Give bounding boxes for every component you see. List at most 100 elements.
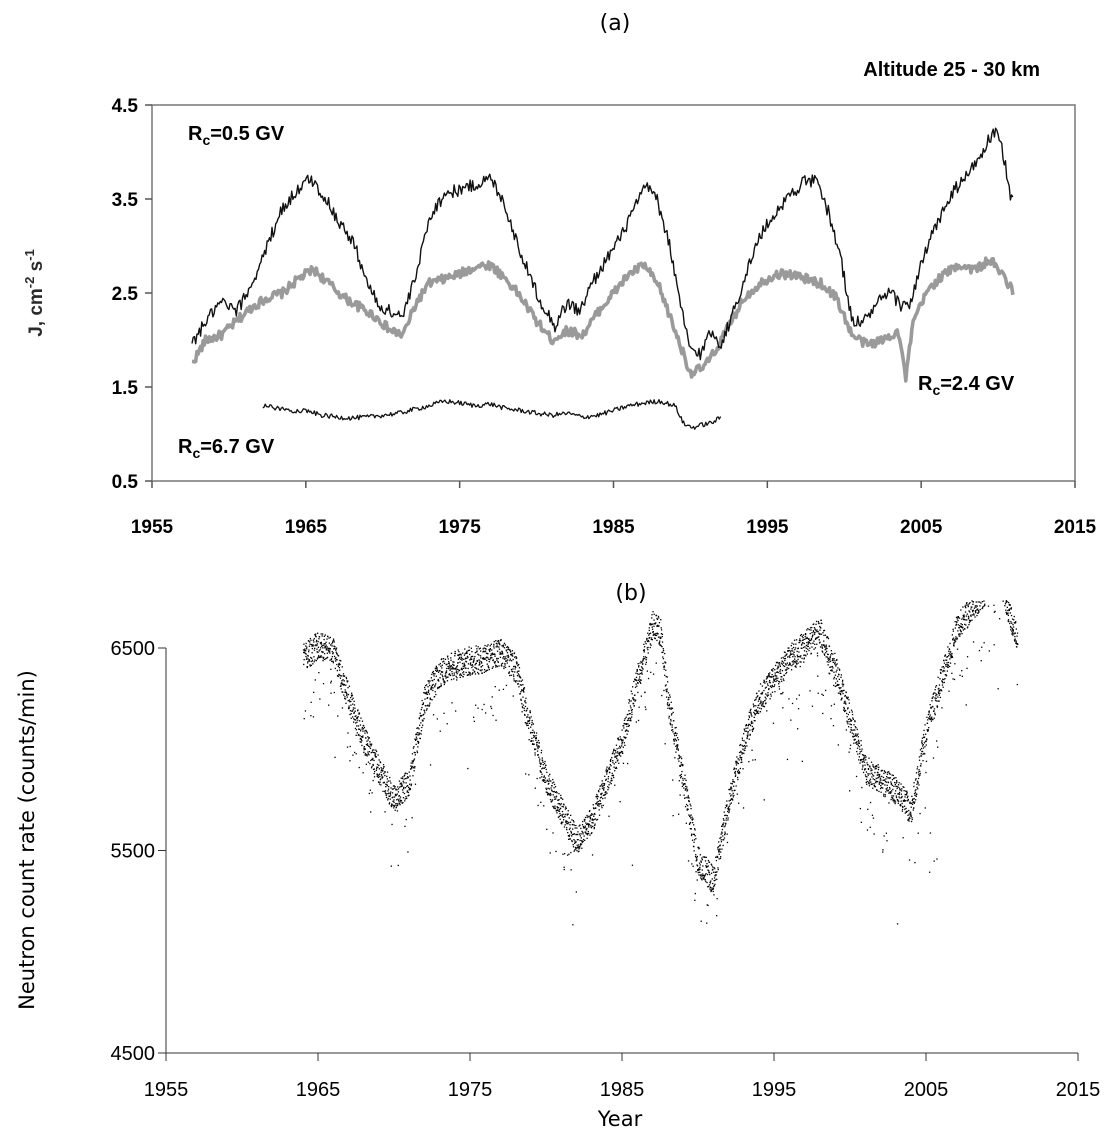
scatter-point — [533, 743, 535, 745]
scatter-point — [433, 675, 435, 677]
scatter-point — [492, 714, 494, 717]
scatter-point — [449, 674, 452, 677]
scatter-point — [847, 713, 849, 716]
scatter-point — [695, 838, 697, 840]
scatter-point — [372, 764, 374, 766]
scatter-point — [834, 662, 836, 664]
scatter-point — [764, 687, 767, 689]
scatter-point — [304, 648, 306, 650]
scatter-point — [439, 730, 441, 732]
scatter-point — [890, 791, 892, 793]
scatter-point — [626, 723, 628, 725]
scatter-point — [589, 816, 591, 818]
scatter-point — [545, 791, 547, 793]
scatter-point — [367, 736, 369, 738]
scatter-point — [836, 680, 839, 682]
scatter-point — [668, 703, 671, 705]
scatter-point — [778, 662, 780, 664]
scatter-point — [474, 652, 476, 654]
scatter-point — [309, 664, 311, 666]
scatter-point — [544, 779, 546, 782]
scatter-point — [952, 639, 954, 641]
scatter-point — [1008, 608, 1010, 611]
scatter-point — [759, 683, 762, 685]
scatter-point — [718, 850, 720, 852]
scatter-point — [706, 863, 708, 865]
scatter-point — [679, 774, 681, 777]
scatter-point — [757, 707, 759, 709]
scatter-point — [668, 696, 670, 699]
scatter-point — [512, 658, 514, 661]
scatter-point — [330, 682, 332, 684]
scatter-point — [580, 833, 582, 835]
scatter-point — [415, 738, 417, 741]
scatter-point — [331, 641, 334, 644]
scatter-point — [834, 663, 836, 665]
scatter-point — [515, 666, 517, 668]
scatter-point — [650, 637, 653, 639]
scatter-point — [702, 874, 704, 877]
scatter-point — [969, 619, 972, 622]
scatter-point — [695, 871, 697, 873]
scatter-point — [443, 680, 445, 682]
scatter-point — [790, 645, 792, 647]
scatter-point — [345, 676, 347, 679]
scatter-point — [559, 812, 561, 815]
scatter-point — [474, 671, 476, 673]
scatter-point — [305, 642, 307, 645]
scatter-point — [655, 662, 657, 664]
scatter-point — [726, 800, 728, 802]
scatter-point — [948, 652, 950, 655]
scatter-point — [508, 656, 510, 658]
scatter-point — [503, 647, 506, 649]
scatter-point — [561, 815, 563, 817]
scatter-point — [932, 706, 934, 708]
scatter-point — [720, 856, 722, 858]
scatter-point — [955, 636, 957, 638]
scatter-point — [596, 793, 598, 796]
scatter-point — [813, 648, 815, 650]
scatter-point — [726, 815, 728, 817]
scatter-point — [862, 771, 865, 774]
scatter-point — [946, 659, 948, 661]
scatter-point — [877, 771, 879, 774]
scatter-point — [424, 688, 426, 691]
scatter-point — [591, 818, 593, 820]
scatter-point — [735, 764, 738, 766]
scatter-point — [545, 787, 547, 789]
scatter-point — [912, 798, 914, 800]
scatter-point — [931, 718, 933, 721]
scatter-point — [825, 656, 827, 658]
scatter-point — [751, 729, 753, 731]
scatter-point — [843, 709, 845, 711]
scatter-point — [951, 653, 953, 655]
scatter-point — [433, 673, 435, 675]
scatter-point — [389, 776, 391, 779]
scatter-point — [759, 703, 761, 705]
scatter-point — [613, 748, 615, 750]
scatter-point — [481, 669, 483, 671]
scatter-point — [479, 660, 481, 662]
scatter-point — [776, 671, 778, 673]
scatter-point — [679, 765, 681, 767]
scatter-point — [1007, 619, 1010, 621]
scatter-point — [593, 826, 595, 829]
scatter-point — [349, 710, 352, 712]
scatter-point — [898, 793, 900, 796]
scatter-point — [463, 664, 465, 666]
scatter-point — [737, 769, 740, 771]
scatter-point — [563, 803, 565, 805]
scatter-point — [440, 685, 442, 687]
scatter-point — [891, 796, 893, 799]
scatter-point — [479, 663, 481, 665]
scatter-point — [380, 771, 382, 773]
scatter-point — [609, 781, 611, 784]
scatter-point — [718, 851, 720, 853]
scatter-point — [461, 674, 463, 677]
scatter-point — [787, 664, 789, 666]
scatter-point — [573, 833, 576, 835]
scatter-point — [714, 867, 716, 870]
scatter-point — [792, 656, 794, 658]
scatter-point — [707, 865, 709, 867]
scatter-point — [321, 651, 323, 653]
